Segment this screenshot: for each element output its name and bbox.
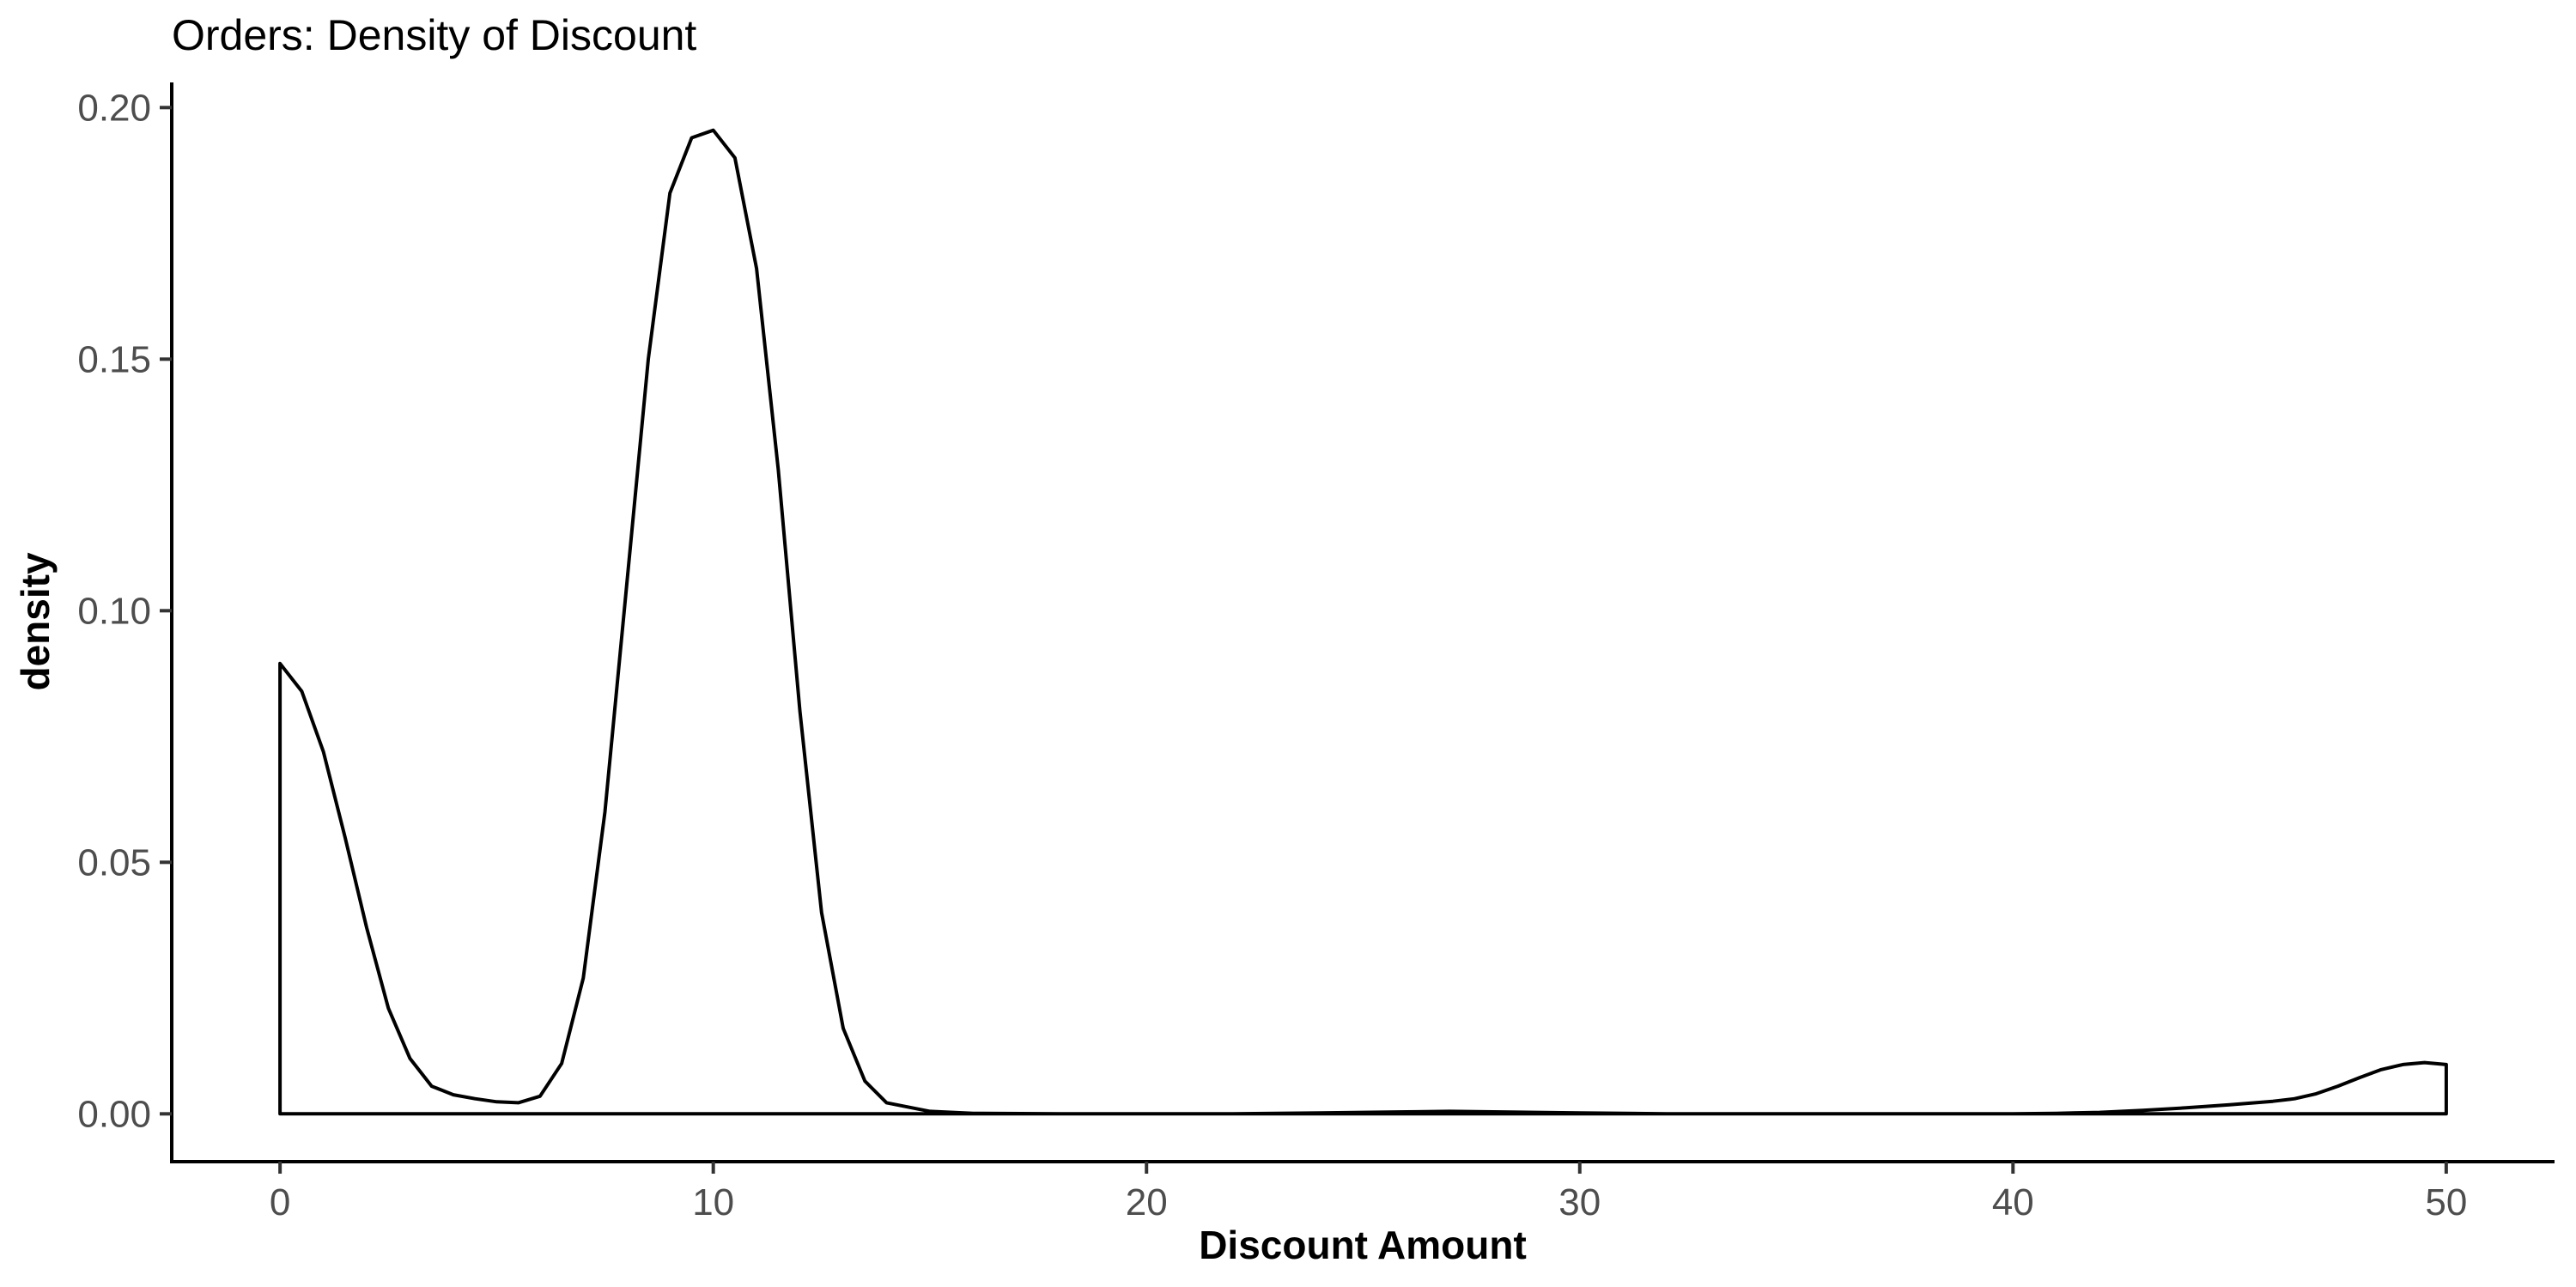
- x-tick-label: 40: [1992, 1181, 2034, 1223]
- density-curve-series-0: [278, 128, 2448, 1116]
- y-axis-ticks: 0.00 0.05 0.10 0.15 0.20: [77, 87, 172, 1135]
- chart-title: Orders: Density of Discount: [172, 11, 696, 59]
- x-axis-ticks: 0 10 20 30 40 50: [270, 1162, 2467, 1223]
- x-tick-label: 0: [270, 1181, 290, 1223]
- y-tick-label: 0.00: [77, 1093, 151, 1135]
- x-tick-label: 20: [1126, 1181, 1168, 1223]
- y-tick-label: 0.05: [77, 841, 151, 883]
- y-axis-title: density: [13, 552, 58, 690]
- y-tick-label: 0.20: [77, 87, 151, 129]
- plot-area: [278, 128, 2448, 1116]
- x-axis-title: Discount Amount: [1199, 1223, 1527, 1267]
- y-tick-label: 0.15: [77, 338, 151, 380]
- x-tick-label: 10: [692, 1181, 734, 1223]
- x-tick-label: 30: [1558, 1181, 1601, 1223]
- y-tick-label: 0.10: [77, 590, 151, 632]
- x-tick-label: 50: [2425, 1181, 2467, 1223]
